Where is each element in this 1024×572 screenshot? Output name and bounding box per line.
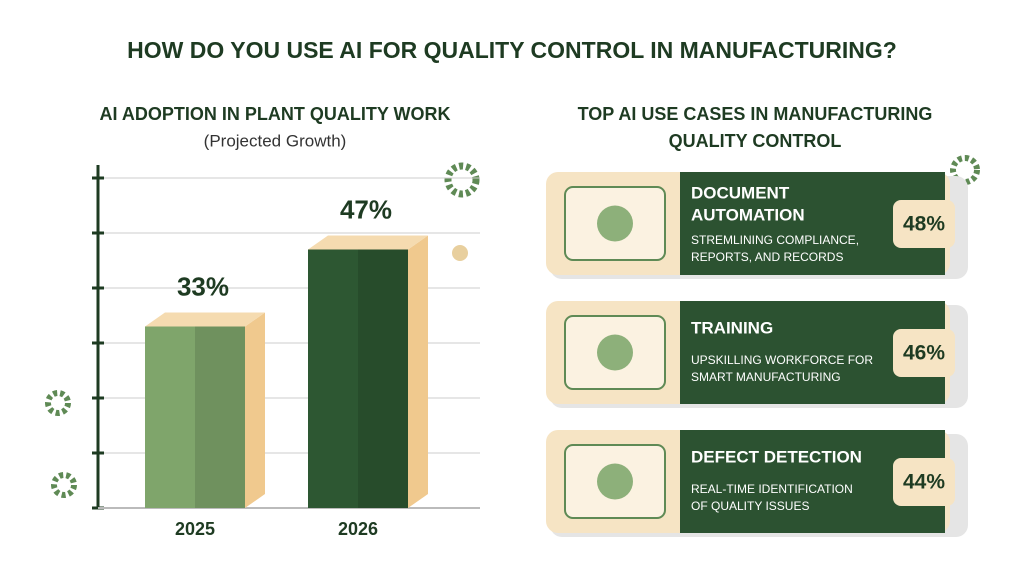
data-label: 33% [177, 271, 229, 301]
x-tick-label: 2026 [338, 519, 378, 539]
bar [145, 326, 245, 508]
bar-top [145, 312, 265, 327]
card-description: REPORTS, AND RECORDS [691, 250, 843, 264]
bar-side [245, 312, 265, 508]
card-description: REAL-TIME IDENTIFICATION [691, 482, 853, 496]
card-description: STREMLINING COMPLIANCE, [691, 233, 859, 247]
value-box [893, 458, 955, 506]
value: 44% [903, 471, 945, 494]
x-tick-label: 2025 [175, 519, 215, 539]
card-description: SMART MANUFACTURING [691, 370, 841, 384]
main-title: HOW DO YOU USE AI FOR QUALITY CONTROL IN… [127, 37, 897, 63]
bar-shade [195, 326, 245, 508]
card-title: AUTOMATION [691, 205, 805, 224]
chart-subtitle: (Projected Growth) [204, 131, 347, 150]
bar-side [408, 235, 428, 508]
card-title: DEFECT DETECTION [691, 447, 862, 466]
value-box [893, 329, 955, 377]
chart-title: AI ADOPTION IN PLANT QUALITY WORK [100, 104, 451, 124]
icon [597, 334, 633, 371]
bar [308, 249, 408, 508]
card-description: OF QUALITY ISSUES [691, 499, 809, 513]
card-title: DOCUMENT [691, 183, 790, 202]
icon [597, 463, 633, 500]
icon [597, 205, 633, 242]
card-description: UPSKILLING WORKFORCE FOR [691, 353, 873, 367]
value-box [893, 200, 955, 248]
bar-top [308, 235, 428, 250]
card-title: TRAINING [691, 318, 773, 337]
use-cases-title: TOP AI USE CASES IN MANUFACTURING [578, 104, 933, 124]
use-cases-title: QUALITY CONTROL [669, 131, 842, 151]
data-label: 47% [340, 194, 392, 224]
decor-gears [45, 155, 980, 498]
value: 48% [903, 213, 945, 236]
value: 46% [903, 342, 945, 365]
bar-shade [358, 249, 408, 508]
